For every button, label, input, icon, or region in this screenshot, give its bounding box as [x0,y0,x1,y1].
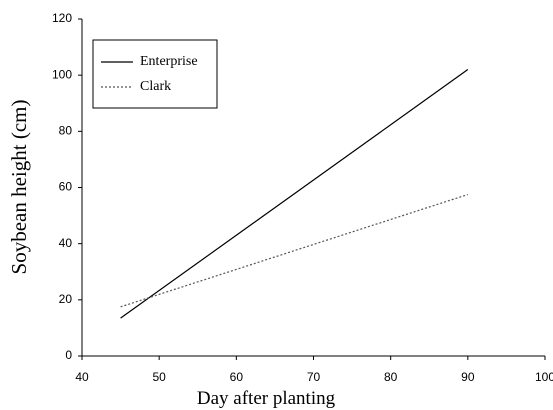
x-tick-label: 50 [152,370,166,384]
x-tick-label: 80 [384,370,398,384]
series-line [120,193,469,308]
y-tick-label: 0 [65,348,72,362]
y-tick-label: 120 [52,11,72,25]
y-tick-label: 100 [52,67,72,81]
legend-label: Enterprise [140,54,198,69]
x-tick-label: 90 [461,370,475,384]
y-tick-label: 20 [59,292,73,306]
legend-label: Clark [140,79,171,94]
x-tick-label: 70 [307,370,321,384]
x-axis-label: Day after planting [197,388,336,409]
y-tick-label: 60 [59,180,73,194]
y-tick-label: 80 [59,124,73,138]
series-line [120,69,469,319]
legend-box [92,39,218,109]
x-tick-label: 60 [230,370,244,384]
y-tick-label: 40 [59,236,73,250]
y-axis-label: Soybean height (cm) [7,100,31,275]
x-tick-label: 100 [535,370,553,384]
x-tick-label: 40 [75,370,89,384]
